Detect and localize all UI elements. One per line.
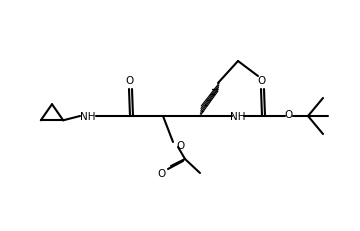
Text: O: O — [258, 76, 266, 86]
Text: NH: NH — [80, 112, 96, 122]
Text: O: O — [285, 109, 293, 119]
Text: O: O — [158, 168, 166, 178]
Text: O: O — [177, 140, 185, 150]
Text: NH: NH — [230, 112, 246, 122]
Text: O: O — [126, 76, 134, 86]
